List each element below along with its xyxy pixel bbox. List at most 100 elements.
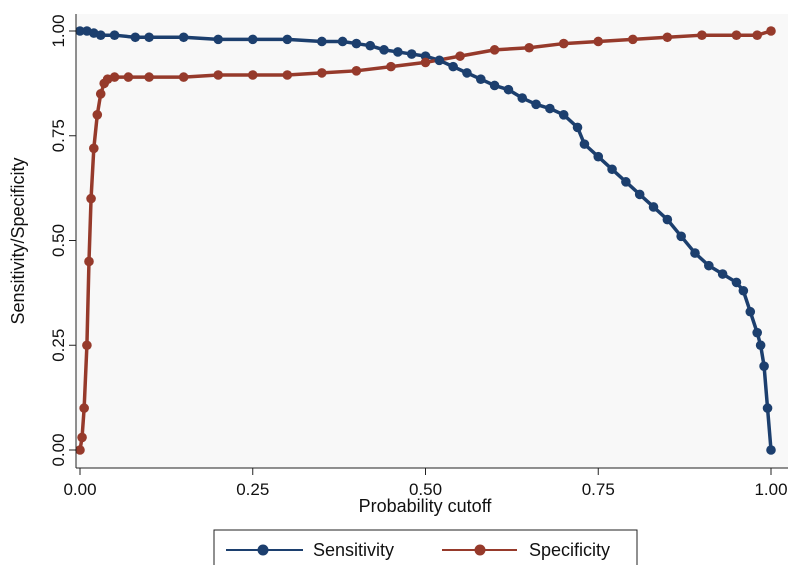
data-point-specificity [420, 57, 431, 68]
y-axis-title: Sensitivity/Specificity [8, 157, 28, 324]
data-point-sensitivity [517, 93, 528, 103]
data-point-sensitivity [503, 84, 514, 95]
data-point-sensitivity [531, 99, 541, 110]
data-point-sensitivity [593, 151, 604, 162]
data-point-sensitivity [178, 32, 189, 43]
y-tick-label: 0.75 [49, 119, 68, 152]
data-point-sensitivity [766, 445, 776, 455]
data-point-sensitivity [755, 340, 766, 351]
data-point-sensitivity [365, 40, 376, 51]
data-point-specificity [95, 89, 106, 99]
legend-label-specificity: Specificity [529, 540, 610, 560]
data-point-sensitivity [448, 61, 458, 72]
data-point-sensitivity [762, 403, 773, 413]
data-point-sensitivity [738, 285, 749, 296]
data-point-specificity [386, 61, 396, 72]
data-point-specificity [489, 45, 500, 55]
data-point-sensitivity [745, 306, 756, 317]
data-point-sensitivity [393, 47, 403, 57]
data-point-sensitivity [558, 110, 569, 120]
data-point-sensitivity [759, 361, 769, 372]
data-point-sensitivity [282, 34, 293, 45]
legend-box [213, 529, 638, 565]
data-point-specificity [79, 403, 89, 413]
data-point-sensitivity [475, 74, 486, 84]
data-point-sensitivity [434, 55, 445, 66]
series-markers [75, 26, 776, 455]
x-tick-label: 1.00 [754, 480, 787, 499]
data-point-specificity [86, 193, 96, 204]
data-point-sensitivity [690, 248, 700, 258]
data-point-specificity [84, 256, 94, 267]
data-point-specificity [558, 38, 569, 49]
data-point-specificity [351, 66, 362, 76]
data-point-specificity [731, 30, 742, 40]
data-point-specificity [178, 72, 189, 82]
plot-region [76, 14, 788, 468]
legend-label-sensitivity: Sensitivity [313, 540, 394, 560]
legend: Sensitivity Specificity [213, 529, 638, 565]
data-point-specificity [752, 30, 762, 40]
data-point-sensitivity [144, 32, 154, 43]
data-point-specificity [89, 143, 99, 154]
x-tick-label: 0.50 [409, 480, 442, 499]
y-axis-ticks: 0.00 0.25 0.50 0.75 1.00 [49, 14, 76, 467]
data-point-sensitivity [109, 30, 120, 40]
x-axis-ticks: 0.00 0.25 0.50 0.75 1.00 [63, 468, 788, 499]
data-point-sensitivity [95, 30, 106, 40]
x-axis-title: Probability cutoff [359, 496, 493, 516]
legend-marker-specificity [474, 544, 486, 556]
data-point-specificity [75, 445, 85, 455]
data-point-sensitivity [406, 49, 417, 59]
data-point-sensitivity [545, 103, 555, 114]
data-point-sensitivity [337, 36, 348, 47]
data-point-specificity [92, 110, 103, 120]
y-tick-label: 1.00 [49, 14, 68, 47]
data-point-specificity [662, 32, 673, 43]
data-point-sensitivity [213, 34, 223, 45]
data-point-specificity [82, 340, 92, 351]
data-point-sensitivity [704, 260, 714, 271]
x-tick-label: 0.00 [63, 480, 96, 499]
y-tick-label: 0.50 [49, 224, 68, 257]
data-point-sensitivity [717, 269, 728, 279]
y-tick-label: 0.25 [49, 329, 68, 362]
data-point-specificity [697, 30, 707, 40]
data-point-sensitivity [130, 32, 141, 43]
data-point-specificity [628, 34, 638, 45]
data-point-specificity [766, 26, 776, 36]
y-tick-label: 0.00 [49, 433, 68, 466]
data-point-sensitivity [247, 34, 258, 45]
data-point-specificity [317, 68, 327, 78]
data-point-sensitivity [489, 80, 500, 91]
x-tick-label: 0.75 [582, 480, 615, 499]
data-point-sensitivity [75, 26, 85, 36]
data-point-specificity [455, 51, 465, 61]
data-point-sensitivity [572, 122, 583, 133]
data-point-sensitivity [648, 202, 659, 212]
data-point-sensitivity [634, 189, 645, 200]
data-point-specificity [524, 42, 534, 53]
data-point-specificity [109, 72, 120, 82]
x-tick-label: 0.25 [236, 480, 269, 499]
data-point-specificity [77, 432, 87, 443]
data-point-specificity [123, 72, 134, 82]
data-point-sensitivity [317, 36, 327, 47]
data-point-specificity [213, 70, 223, 80]
data-point-specificity [282, 70, 293, 80]
legend-marker-sensitivity [257, 544, 269, 556]
data-point-sensitivity [579, 139, 590, 149]
data-point-sensitivity [676, 231, 686, 242]
data-point-sensitivity [621, 177, 631, 187]
data-point-specificity [144, 72, 154, 82]
data-point-sensitivity [752, 327, 762, 338]
data-point-sensitivity [351, 38, 362, 49]
data-point-specificity [593, 36, 604, 47]
data-point-sensitivity [607, 164, 617, 175]
data-point-sensitivity [379, 45, 389, 55]
data-point-sensitivity [462, 68, 472, 78]
data-point-sensitivity [731, 277, 742, 288]
data-point-sensitivity [662, 214, 673, 225]
data-point-specificity [247, 70, 258, 80]
